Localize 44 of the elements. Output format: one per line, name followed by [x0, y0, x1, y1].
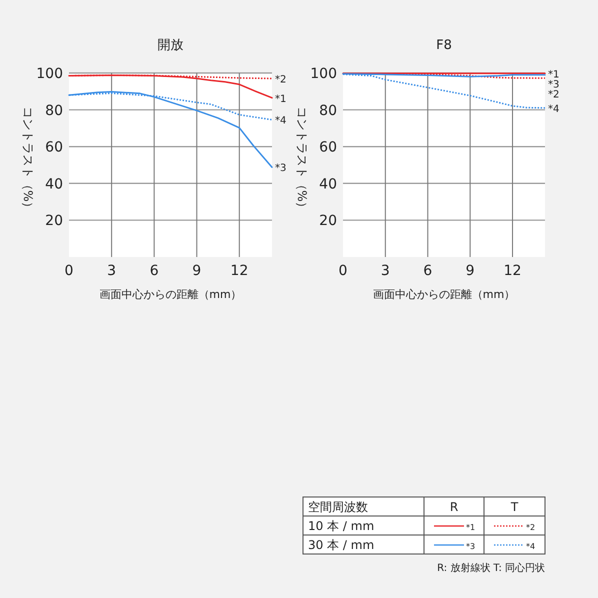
- text: 30 本 / mm: [308, 538, 374, 552]
- series-label: *3: [275, 163, 286, 174]
- y-tick-label: 100: [36, 66, 63, 82]
- legend-label: *3: [466, 542, 476, 551]
- y-tick-label: 60: [45, 140, 63, 156]
- y-tick-label: 20: [45, 213, 63, 230]
- text: R: [450, 500, 458, 514]
- x-axis-title: 画面中心からの距離（mm）: [99, 288, 242, 301]
- text: R: 放射線状 T: 同心円状: [437, 562, 545, 574]
- y-tick-label: 20: [319, 213, 337, 230]
- text: T: [510, 500, 519, 514]
- y-tick-label: 80: [319, 102, 337, 119]
- x-tick-label: 12: [504, 263, 522, 279]
- x-tick-label: 9: [466, 263, 475, 279]
- series-label: *2: [548, 89, 560, 100]
- x-tick-label: 12: [230, 263, 248, 279]
- y-tick-label: 40: [319, 176, 337, 192]
- chart-title: 開放: [158, 38, 184, 53]
- y-tick-label: 60: [319, 140, 337, 156]
- x-tick-label: 0: [338, 263, 348, 279]
- y-tick-label: 100: [310, 66, 337, 82]
- series-label: *1: [275, 94, 286, 105]
- y-tick-label: 80: [45, 102, 63, 119]
- series-label: *3: [548, 79, 560, 90]
- legend-label: *4: [526, 542, 536, 551]
- legend-label: *1: [466, 523, 476, 532]
- text: 空間周波数: [308, 500, 368, 514]
- series-label: *2: [275, 74, 286, 86]
- x-axis-title: 画面中心からの距離（mm）: [372, 288, 516, 301]
- series-label: *1: [548, 69, 560, 80]
- x-tick-label: 3: [107, 263, 116, 279]
- series-label: *4: [548, 104, 560, 115]
- series-label: *4: [275, 116, 286, 127]
- y-axis-title: コントラスト（%）: [21, 106, 35, 214]
- y-tick-label: 40: [45, 176, 63, 192]
- x-tick-label: 3: [380, 263, 390, 279]
- chart-title: F8: [436, 38, 452, 53]
- y-axis-title: コントラスト（%）: [295, 106, 309, 214]
- x-tick-label: 6: [423, 263, 432, 279]
- x-tick-label: 0: [64, 263, 74, 279]
- x-tick-label: 9: [192, 263, 202, 279]
- text: 10 本 / mm: [308, 519, 374, 533]
- x-tick-label: 6: [150, 263, 159, 279]
- legend-label: *2: [526, 523, 536, 532]
